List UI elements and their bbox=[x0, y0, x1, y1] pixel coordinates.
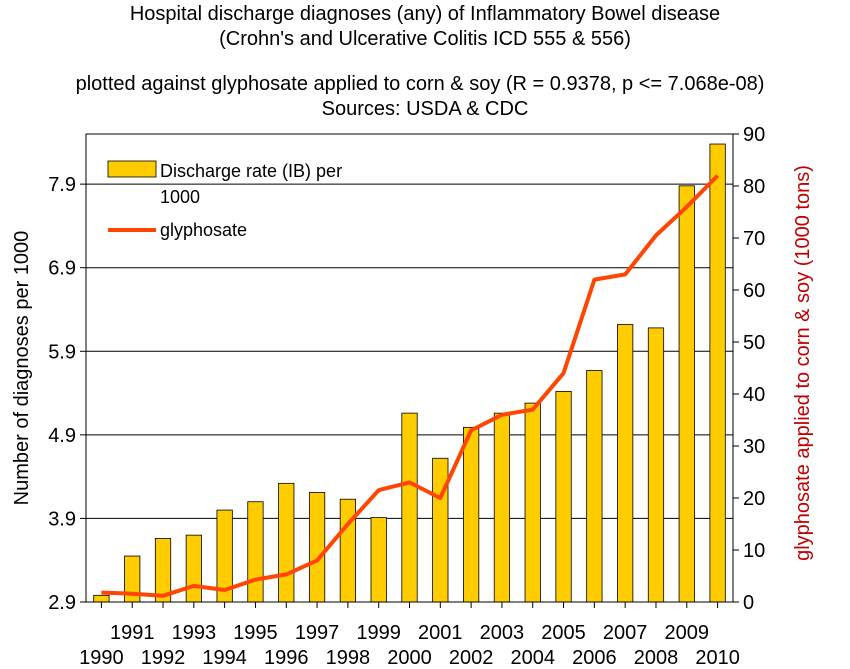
x-tick-label-2004: 2004 bbox=[510, 647, 555, 669]
y2-tick-label-8: 80 bbox=[743, 176, 765, 198]
y2-tick-label-7: 70 bbox=[743, 228, 765, 250]
x-tick-label-1991: 1991 bbox=[110, 622, 155, 644]
y-tick-label-4: 6.9 bbox=[48, 258, 76, 280]
y2-axis-title: glyphosate applied to corn & soy (1000 t… bbox=[792, 165, 814, 561]
x-tick-label-1993: 1993 bbox=[172, 622, 217, 644]
y2-tick-label-4: 40 bbox=[743, 384, 765, 406]
bar-2006 bbox=[586, 370, 603, 603]
x-tick-label-2009: 2009 bbox=[665, 622, 710, 644]
chart-subtitle-line-1: plotted against glyphosate applied to co… bbox=[75, 73, 765, 95]
bar-2001 bbox=[432, 457, 449, 603]
x-tick-label-1994: 1994 bbox=[202, 647, 247, 669]
x-tick-label-1996: 1996 bbox=[264, 647, 309, 669]
x-tick-label-2000: 2000 bbox=[387, 647, 432, 669]
x-tick-label-2001: 2001 bbox=[418, 622, 463, 644]
bar-1999 bbox=[370, 517, 387, 603]
x-tick-label-2003: 2003 bbox=[480, 622, 525, 644]
bar-1998 bbox=[339, 498, 356, 603]
bar-2003 bbox=[493, 412, 511, 603]
x-tick-label-2007: 2007 bbox=[603, 622, 648, 644]
x-tick-label-2006: 2006 bbox=[572, 647, 617, 669]
bar-1993 bbox=[185, 534, 202, 603]
bar-2010 bbox=[709, 143, 726, 603]
y2-tick-label-1: 10 bbox=[743, 540, 765, 562]
bar-2008 bbox=[647, 327, 665, 603]
y2-tick-label-3: 30 bbox=[743, 436, 765, 458]
bar-2000 bbox=[401, 412, 418, 603]
bar-2009 bbox=[678, 185, 695, 603]
y-axis-title: Number of diagnoses per 1000 bbox=[11, 231, 33, 506]
bar-1990 bbox=[93, 594, 110, 603]
x-tick-label-1992: 1992 bbox=[141, 647, 186, 669]
x-tick-label-2005: 2005 bbox=[541, 622, 586, 644]
bar-2005 bbox=[555, 390, 572, 603]
chart-title-line-2: (Crohn's and Ulcerative Colitis ICD 555 … bbox=[219, 28, 631, 50]
legend-label-bars-line-2: 1000 bbox=[160, 187, 200, 207]
legend-label-line: glyphosate bbox=[160, 220, 247, 240]
bar-2007 bbox=[617, 324, 634, 603]
y2-tick-label-5: 50 bbox=[743, 332, 765, 354]
y-tick-label-0: 2.9 bbox=[48, 592, 76, 614]
x-tick-label-1998: 1998 bbox=[326, 647, 371, 669]
bar-2004 bbox=[524, 402, 541, 603]
y2-tick-label-9: 90 bbox=[743, 124, 765, 146]
x-tick-label-2002: 2002 bbox=[449, 647, 494, 669]
glyphosate-line bbox=[101, 174, 720, 598]
y2-tick-label-2: 20 bbox=[743, 488, 765, 510]
bar-1995 bbox=[247, 501, 264, 603]
bar-2002 bbox=[463, 426, 480, 603]
legend-swatch-bars bbox=[107, 160, 157, 178]
x-tick-label-1990: 1990 bbox=[79, 647, 124, 669]
x-tick-label-2008: 2008 bbox=[634, 647, 679, 669]
y2-tick-label-6: 60 bbox=[743, 280, 765, 302]
y2-tick-label-0: 0 bbox=[743, 592, 754, 614]
chart-subtitle-line-2: Sources: USDA & CDC bbox=[321, 98, 529, 120]
x-tick-label-1999: 1999 bbox=[356, 622, 401, 644]
y-tick-label-3: 5.9 bbox=[48, 341, 76, 363]
x-tick-label-2010: 2010 bbox=[695, 647, 740, 669]
y-tick-label-5: 7.9 bbox=[48, 174, 76, 196]
y-tick-label-2: 4.9 bbox=[48, 425, 76, 447]
chart-title-line-1: Hospital discharge diagnoses (any) of In… bbox=[129, 3, 721, 25]
bar-1996 bbox=[278, 482, 295, 603]
x-tick-label-1995: 1995 bbox=[233, 622, 278, 644]
x-tick-label-1997: 1997 bbox=[295, 622, 340, 644]
y-tick-label-1: 3.9 bbox=[48, 508, 76, 530]
legend-label-bars-line-1: Discharge rate (IB) per bbox=[160, 161, 342, 181]
bar-1997 bbox=[308, 492, 326, 603]
